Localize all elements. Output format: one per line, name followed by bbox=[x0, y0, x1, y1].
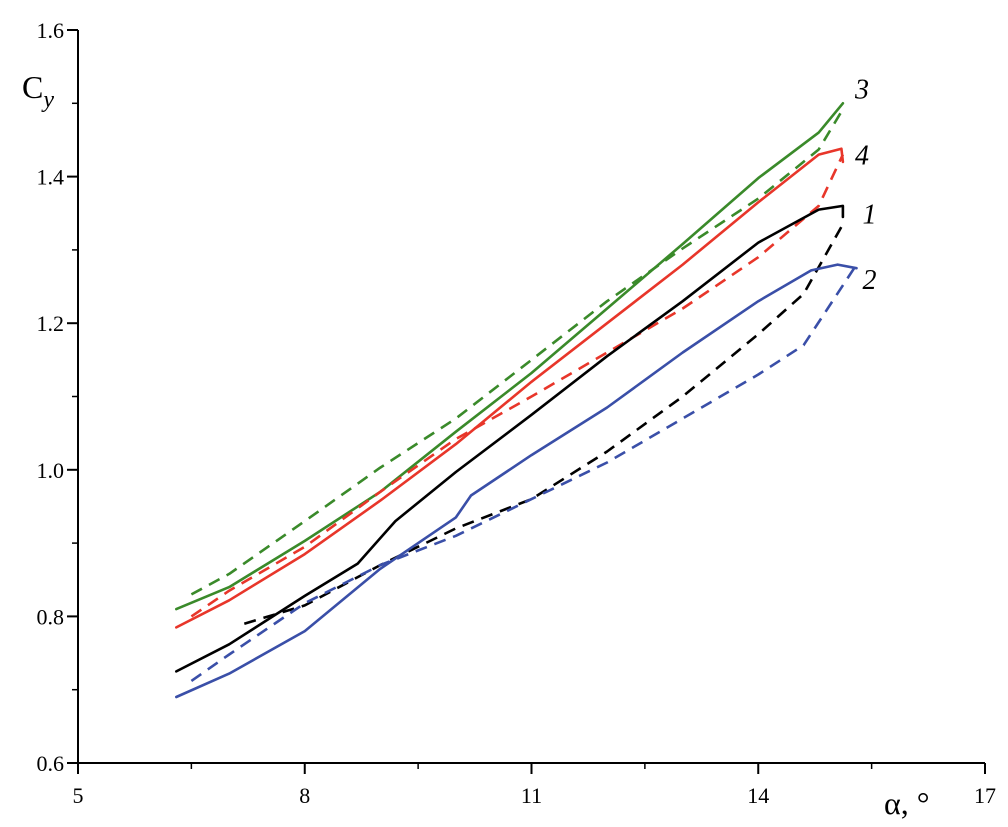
series-label-4: 4 bbox=[855, 141, 869, 172]
axis-ticks: 5 8 11 14 170.60.81.01.21.41.6 bbox=[37, 18, 997, 808]
y-axis-title-subscript: y bbox=[41, 87, 54, 113]
y-tick-label: 0.6 bbox=[37, 751, 65, 776]
x-axis-title-symbol: α bbox=[884, 785, 901, 821]
plot-series bbox=[175, 102, 858, 699]
y-tick-label: 1.4 bbox=[37, 165, 65, 190]
x-tick-label: 14 bbox=[747, 783, 769, 808]
x-tick-label: 11 bbox=[521, 783, 542, 808]
x-tick-label: 17 bbox=[974, 783, 996, 808]
y-tick-label: 1.0 bbox=[37, 458, 65, 483]
y-axis-title-main: C bbox=[22, 69, 43, 105]
series-3-solid-line bbox=[175, 102, 845, 611]
series-2-solid-line bbox=[175, 263, 858, 699]
y-tick-label: 1.6 bbox=[37, 18, 65, 43]
series-labels: 3 4 1 2 bbox=[854, 75, 877, 297]
series-label-2: 2 bbox=[863, 265, 877, 296]
y-axis-title: Cy bbox=[22, 69, 54, 113]
x-tick-label: 5 bbox=[73, 783, 84, 808]
series-label-3: 3 bbox=[854, 75, 869, 106]
series-4-dashed-line bbox=[190, 154, 845, 618]
series-label-1: 1 bbox=[863, 199, 877, 230]
y-tick-label: 0.8 bbox=[37, 604, 65, 629]
y-tick-label: 1.2 bbox=[37, 311, 65, 336]
series-1-dashed-line bbox=[243, 223, 845, 625]
series-4-solid-line bbox=[175, 147, 845, 629]
x-tick-label: 8 bbox=[299, 783, 310, 808]
x-axis-title: α, ° bbox=[884, 785, 930, 821]
x-axis-title-unit: , ° bbox=[901, 785, 930, 821]
series-2-dashed-line bbox=[190, 263, 858, 682]
series-1-solid-line bbox=[175, 204, 845, 673]
series-3-dashed-line bbox=[190, 108, 845, 596]
